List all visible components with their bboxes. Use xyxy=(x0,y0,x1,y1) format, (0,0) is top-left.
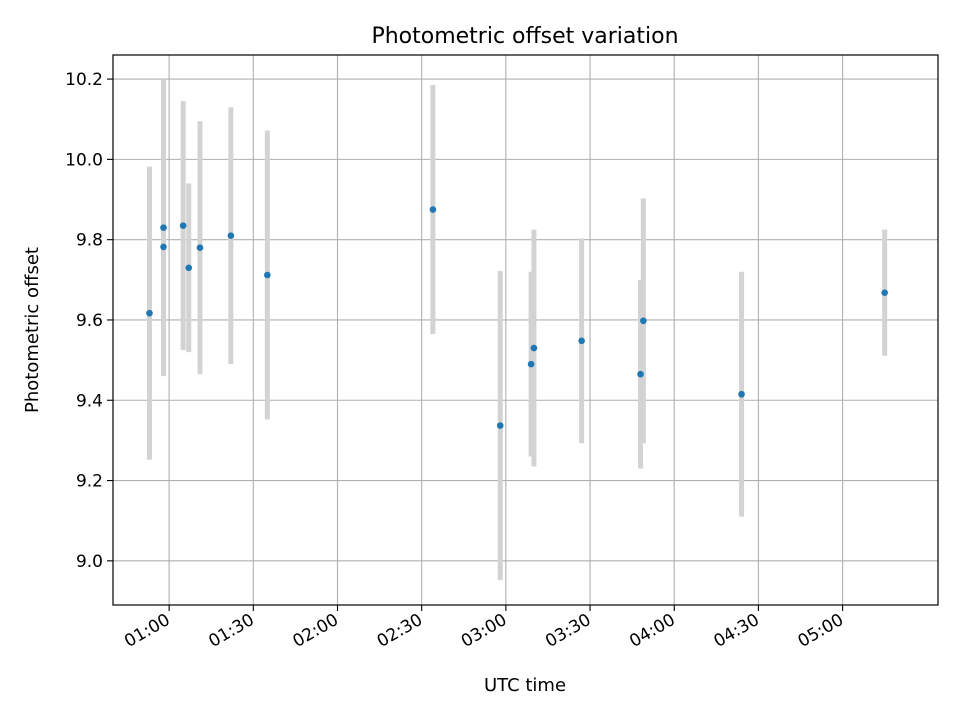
grid xyxy=(113,55,938,605)
data-point xyxy=(429,206,437,213)
y-tick-label: 9.2 xyxy=(76,472,103,492)
data-point xyxy=(578,337,585,345)
y-axis: 9.0 9.2 9.4 9.6 9.8 10.0 10.2 xyxy=(65,70,113,572)
y-tick-label: 10.0 xyxy=(65,150,103,170)
data-point xyxy=(530,344,538,352)
data-point xyxy=(640,317,647,325)
y-axis-label: Photometric offset xyxy=(22,247,43,413)
data-point xyxy=(496,422,504,429)
data-point xyxy=(179,222,187,229)
data-point xyxy=(160,224,167,231)
chart-title: Photometric offset variation xyxy=(371,24,678,49)
data-point xyxy=(881,289,888,296)
data-point xyxy=(185,264,193,272)
y-tick-label: 10.2 xyxy=(65,70,103,90)
data-point xyxy=(160,243,167,251)
plot-frame xyxy=(112,54,939,606)
y-tick-label: 9.0 xyxy=(76,552,103,572)
data-point xyxy=(264,271,271,279)
y-tick-label: 9.8 xyxy=(76,231,103,251)
data-point xyxy=(227,232,235,239)
y-tick-label: 9.4 xyxy=(76,391,103,411)
data-point xyxy=(637,370,644,378)
data-points xyxy=(146,206,888,429)
data-point xyxy=(527,360,535,368)
data-point xyxy=(738,390,745,398)
data-point xyxy=(146,309,153,317)
data-point xyxy=(196,244,204,252)
y-tick-label: 9.6 xyxy=(76,311,103,331)
x-axis-label: UTC time xyxy=(484,675,566,696)
